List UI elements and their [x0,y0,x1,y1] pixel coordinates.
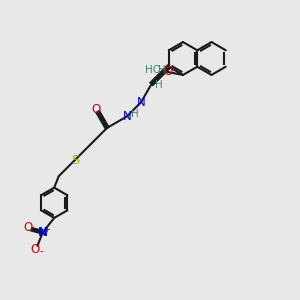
Text: +: + [43,225,50,234]
Text: O: O [92,103,101,116]
Text: H: H [131,109,139,119]
Text: N: N [122,110,131,123]
Text: N: N [38,226,48,239]
Text: H: H [158,65,166,76]
Text: S: S [70,154,79,166]
Text: O: O [30,243,40,256]
Text: N: N [136,96,145,109]
Text: O: O [23,221,32,234]
Text: H: H [155,80,163,90]
Text: HO: HO [146,65,161,76]
Text: -: - [40,246,44,256]
Text: O: O [163,65,172,78]
